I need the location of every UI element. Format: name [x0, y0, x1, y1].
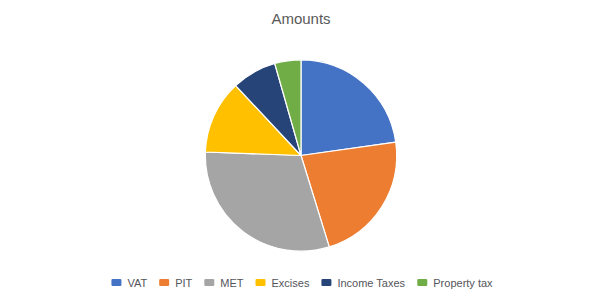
svg-text:Excises: Excises [272, 277, 310, 289]
svg-text:Amounts: Amounts [271, 10, 330, 27]
svg-text:MET: MET [220, 277, 244, 289]
svg-text:PIT: PIT [175, 277, 192, 289]
svg-text:VAT: VAT [127, 277, 147, 289]
svg-text:Property tax: Property tax [433, 277, 493, 289]
svg-text:Income Taxes: Income Taxes [337, 277, 405, 289]
